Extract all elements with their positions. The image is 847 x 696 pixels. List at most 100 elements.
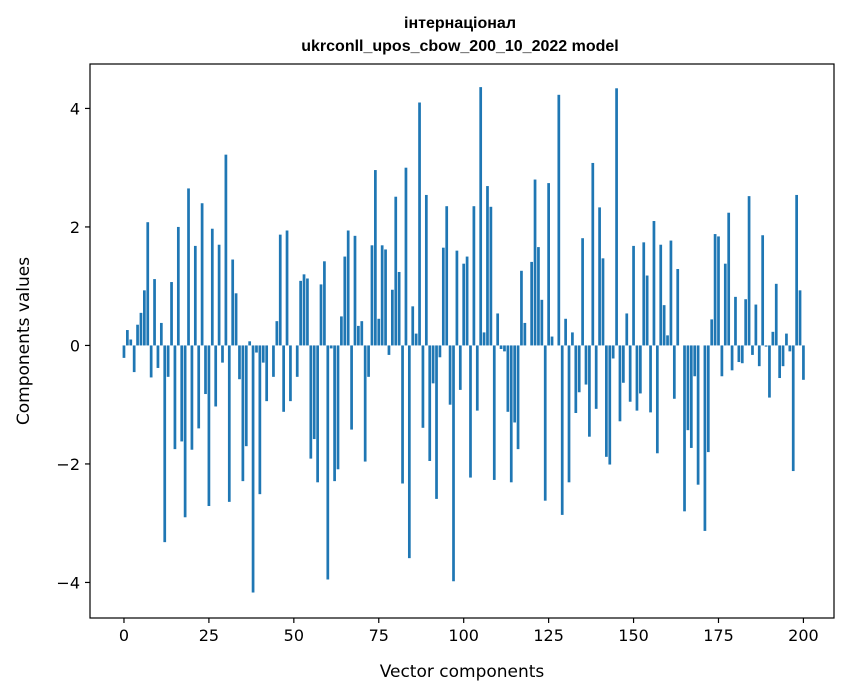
bar (326, 345, 330, 580)
bar (713, 234, 717, 346)
bar (323, 261, 326, 346)
bar (615, 88, 618, 346)
bar (499, 345, 503, 349)
y-axis: −4 −2 0 2 4 (56, 99, 90, 592)
bar (299, 280, 302, 346)
bar (407, 345, 411, 559)
bar (353, 235, 357, 346)
bar (509, 345, 513, 483)
bar (421, 345, 425, 428)
bar (520, 270, 523, 346)
bar (659, 244, 663, 346)
bar (618, 345, 622, 422)
bar (540, 299, 544, 346)
bar (584, 345, 588, 385)
bar (132, 345, 136, 373)
bar (302, 274, 306, 346)
bar (496, 313, 500, 346)
bar (489, 206, 493, 346)
bar (727, 212, 731, 346)
bar (642, 242, 646, 346)
bar (455, 250, 459, 346)
bar (272, 345, 275, 377)
bar (173, 345, 177, 450)
bar (340, 316, 343, 346)
bar (285, 230, 289, 346)
bar (159, 322, 163, 346)
bar (248, 341, 252, 346)
bar (441, 247, 445, 346)
bar (625, 313, 629, 346)
bar (744, 299, 748, 346)
bar (754, 304, 758, 346)
y-tick-label: −2 (56, 455, 80, 474)
bar (394, 196, 398, 346)
bar (645, 275, 649, 346)
bar (224, 154, 228, 346)
bar (795, 194, 798, 346)
bar (740, 345, 744, 364)
bar (581, 238, 584, 346)
bar (227, 345, 231, 502)
bar (747, 196, 751, 346)
bar (506, 345, 510, 412)
bar (662, 305, 666, 346)
bar (655, 345, 659, 454)
x-axis-label: Vector components (380, 662, 545, 682)
bar (234, 293, 238, 346)
bar (255, 345, 258, 353)
bar (462, 263, 466, 346)
bar (221, 345, 224, 363)
bar (574, 345, 578, 413)
bar (282, 345, 285, 412)
bar (778, 345, 781, 379)
bar (601, 258, 605, 346)
bar (530, 261, 533, 346)
bar (547, 183, 550, 346)
bar (686, 345, 690, 431)
bar (153, 279, 156, 346)
bar (265, 345, 269, 402)
bar (329, 345, 333, 349)
bar (557, 94, 561, 346)
bar (435, 345, 438, 499)
bar (336, 345, 340, 470)
bar (543, 345, 547, 501)
bar (343, 256, 347, 346)
bar (469, 345, 472, 478)
bar (367, 345, 370, 377)
bar (622, 345, 625, 383)
bar (717, 236, 720, 346)
x-tick-label: 200 (788, 626, 819, 645)
bar (774, 283, 778, 346)
bar (560, 345, 564, 515)
bar (672, 345, 676, 399)
bar (632, 245, 635, 346)
bar (414, 333, 418, 346)
bar (577, 345, 581, 393)
bar (377, 318, 381, 346)
bar (605, 345, 608, 457)
bar (649, 345, 652, 413)
bar (319, 284, 323, 346)
bar (781, 345, 785, 367)
bar (424, 194, 428, 346)
bar (761, 235, 765, 346)
bar (238, 345, 241, 380)
bar (404, 167, 408, 346)
bar (380, 245, 384, 346)
bar (479, 87, 483, 346)
bar (244, 345, 248, 447)
bar (513, 345, 517, 423)
bar (143, 290, 146, 346)
bar (170, 282, 173, 346)
bar (136, 324, 139, 346)
bar (452, 345, 455, 582)
chart-title: інтернаціонал (404, 15, 516, 32)
bar (306, 278, 309, 346)
bar (703, 345, 707, 531)
bar (608, 345, 612, 465)
x-tick-label: 75 (369, 626, 389, 645)
bar (312, 345, 316, 440)
